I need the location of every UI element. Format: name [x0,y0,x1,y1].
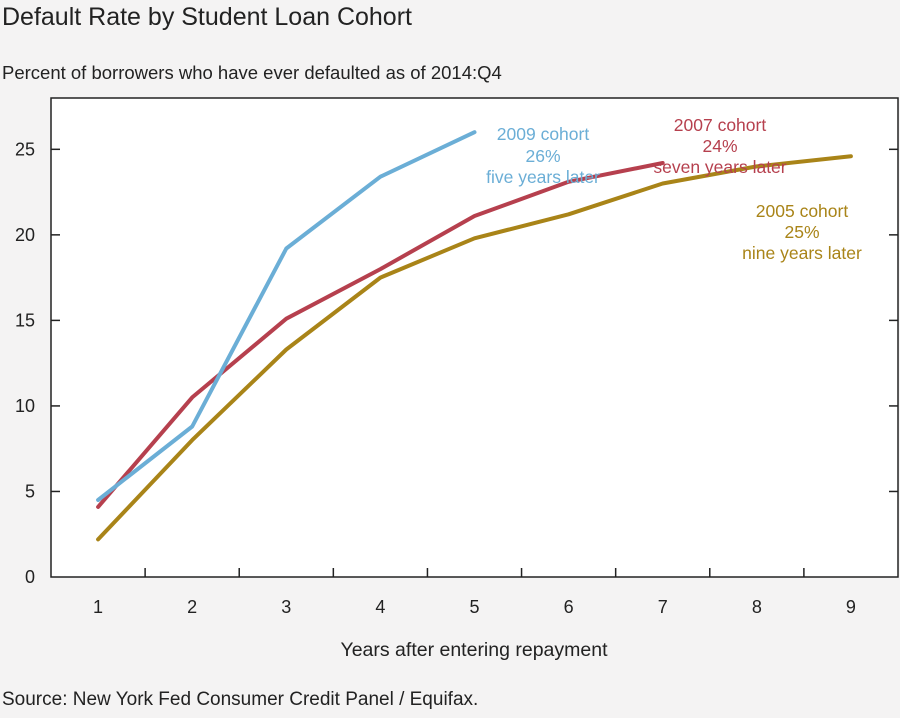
x-axis: 1 2 3 4 5 6 7 8 9 [93,568,856,617]
annotation-2005: 2005 cohort 25% nine years later [742,201,862,263]
annotation-2009: 2009 cohort 26% five years later [486,124,600,187]
y-tick-label: 15 [15,310,35,330]
x-axis-label: Years after entering repayment [340,639,608,661]
y-axis: 0 5 10 15 20 25 [15,139,898,587]
x-tick-label: 1 [93,597,103,617]
annotation-2009-line-3: five years later [486,167,600,187]
series-line-2009 [96,130,477,502]
series-layer [96,130,853,542]
x-tick-label: 4 [375,597,385,617]
series-line-2005 [96,154,853,542]
annotation-2005-line-2: 25% [784,222,819,242]
annotation-2005-line-3: nine years later [742,243,862,263]
source-note: Source: New York Fed Consumer Credit Pan… [2,689,478,710]
y-tick-label: 25 [15,139,35,159]
annotation-2007-line-3: seven years later [653,157,786,177]
series-line-2007 [96,161,665,509]
x-tick-label: 9 [846,597,856,617]
y-tick-label: 0 [25,567,35,587]
chart-title: Default Rate by Student Loan Cohort [2,3,412,31]
x-tick-label: 6 [564,597,574,617]
annotation-2009-line-1: 2009 cohort [497,124,590,144]
annotation-2005-line-1: 2005 cohort [756,201,849,221]
x-tick-label: 2 [187,597,197,617]
plot-area [50,97,899,578]
x-tick-label: 7 [658,597,668,617]
y-tick-label: 10 [15,396,35,416]
annotation-2009-line-2: 26% [525,146,560,166]
y-tick-label: 20 [15,225,35,245]
y-tick-label: 5 [25,481,35,501]
x-tick-label: 8 [752,597,762,617]
chart-subtitle: Percent of borrowers who have ever defau… [2,62,502,83]
annotation-2007-line-1: 2007 cohort [674,115,767,135]
x-tick-label: 5 [469,597,479,617]
x-tick-label: 3 [281,597,291,617]
annotation-2007: 2007 cohort 24% seven years later [653,115,786,177]
annotation-2007-line-2: 24% [702,136,737,156]
